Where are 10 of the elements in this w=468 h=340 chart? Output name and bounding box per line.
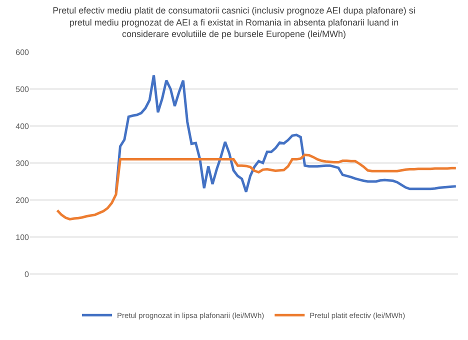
y-tick-label: 500	[16, 84, 30, 94]
y-tick-label: 600	[16, 48, 30, 57]
y-tick-label: 100	[16, 232, 30, 242]
y-tick-label: 200	[16, 196, 30, 205]
chart-title: Pretul efectiv mediu platit de consumatorii casnici (inclusiv prognoze AEI dupa plafonare) si pretul mediu prognozat de AEI a fi existat in Romania in absenta plafonarii luand in considerare evolutiile de pe bursele Europene (lei/MWh)	[52, 6, 416, 39]
line-series	[56, 154, 458, 220]
y-tick-label: 400	[16, 122, 30, 131]
y-tick-label: 0	[24, 270, 30, 279]
y-tick-label: 300	[16, 158, 30, 168]
line-series	[114, 74, 458, 194]
